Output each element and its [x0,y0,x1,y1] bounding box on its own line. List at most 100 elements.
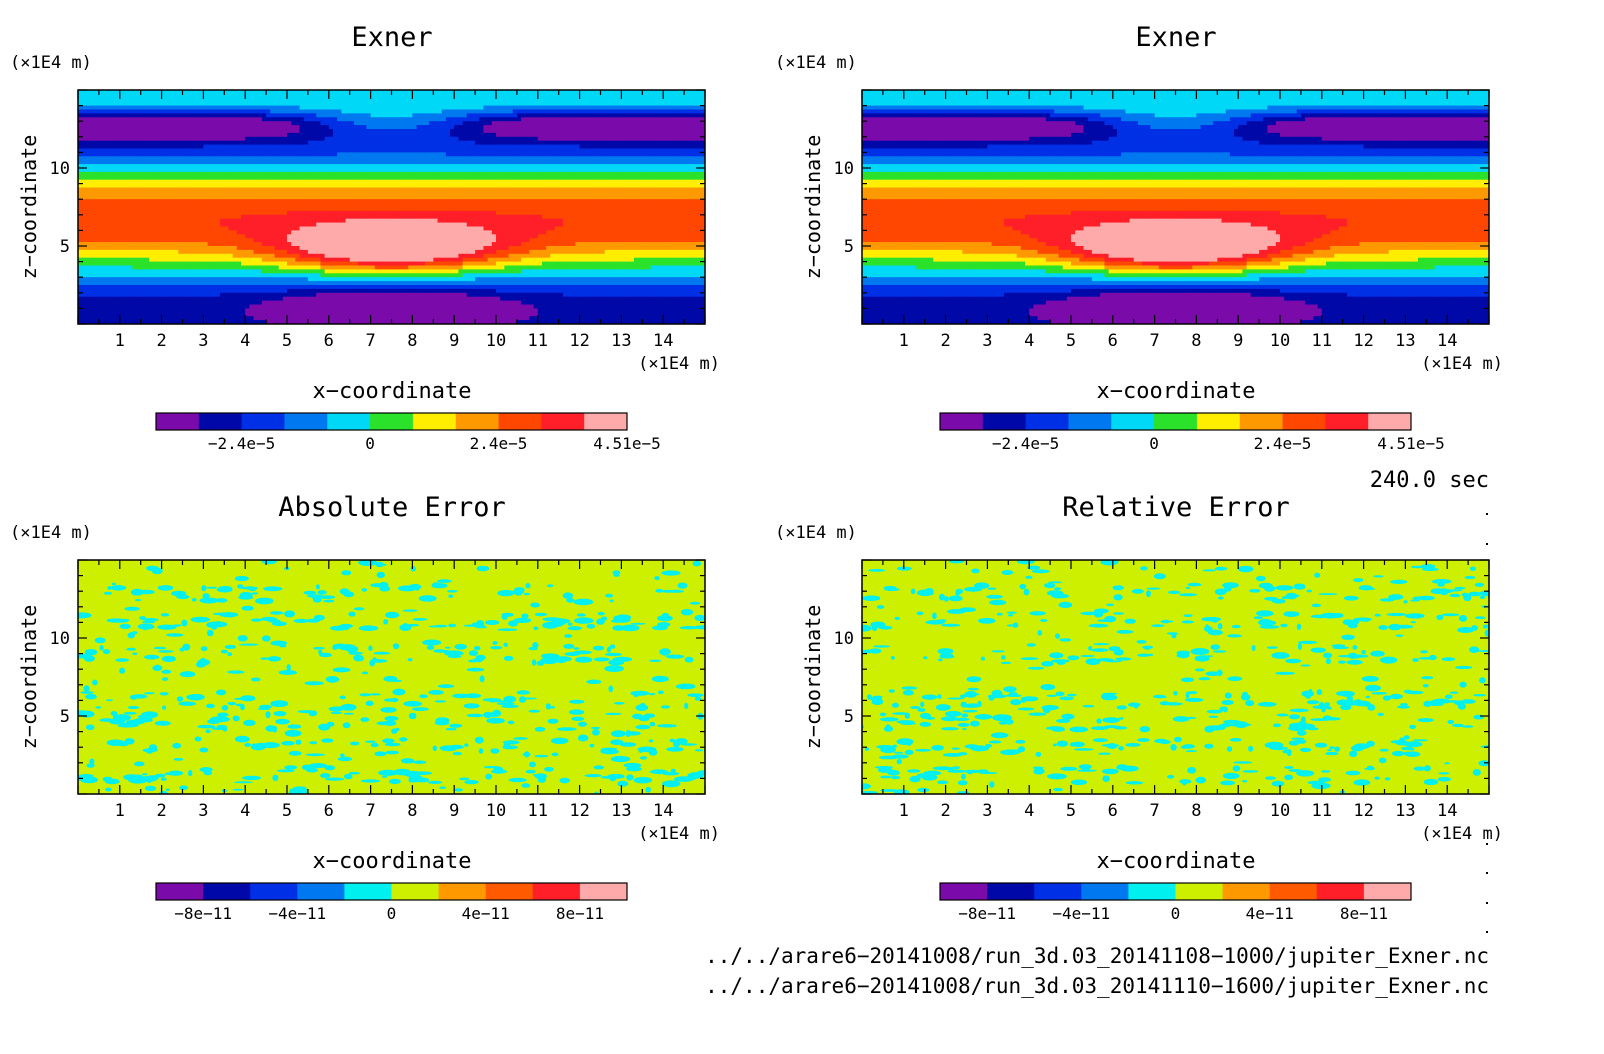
contour-cell [303,168,309,173]
contour-cell [228,121,234,126]
contour-cell [483,132,489,138]
contour-cell [295,121,301,126]
contour-cell [370,152,376,157]
contour-cell [153,175,159,181]
contour-cell [261,168,267,173]
contour-cell [391,109,397,114]
contour-cell [337,203,342,208]
contour-cell [562,171,568,177]
contour-cell [667,148,673,153]
contour-cell [604,183,610,189]
contour-cell [257,90,263,95]
contour-cell [608,129,614,134]
contour-cell [362,113,368,118]
contour-cell [249,109,255,114]
contour-cell [541,156,547,161]
contour-cell [337,117,342,122]
contour-cell [207,175,213,181]
contour-cell [617,101,622,107]
contour-cell [123,210,129,216]
contour-cell [416,117,422,122]
contour-cell [441,129,447,134]
contour-cell [203,152,209,157]
contour-cell [291,109,296,114]
contour-cell [525,191,531,196]
contour-cell [629,207,635,212]
contour-cell [320,203,326,208]
contour-cell [412,117,418,122]
contour-cell [165,125,171,130]
contour-cell [508,183,514,189]
contour-cell [332,148,338,153]
contour-cell [525,113,531,118]
contour-cell [370,195,376,200]
contour-cell [525,214,531,220]
contour-cell [663,101,668,107]
contour-cell [245,214,250,220]
contour-cell [362,109,368,114]
contour-cell [429,199,434,204]
contour-cell [132,132,138,138]
contour-cell [169,164,175,169]
contour-cell [253,203,259,208]
contour-cell [416,90,422,95]
contour-cell [420,101,426,107]
contour-cell [128,207,133,212]
contour-cell [642,113,648,118]
contour-cell [437,113,443,118]
contour-cell [541,164,547,169]
contour-cell [642,152,648,157]
contour-cell [291,160,296,165]
contour-cell [470,152,476,157]
contour-cell [475,168,480,173]
contour-cell [241,156,246,161]
contour-cell [596,156,602,161]
contour-cell [186,179,192,185]
contour-cell [583,129,589,134]
contour-cell [236,191,242,196]
contour-cell [278,179,284,185]
contour-cell [165,207,171,212]
contour-cell [307,164,313,169]
contour-cell [404,168,409,173]
contour-cell [249,183,255,189]
contour-cell [270,195,276,200]
contour-cell [203,156,209,161]
contour-cell [667,132,673,138]
contour-cell [487,175,493,181]
contour-cell [337,187,342,192]
contour-cell [249,203,255,208]
contour-cell [295,210,301,216]
contour-cell [391,101,397,107]
contour-cell [337,125,342,130]
contour-cell [128,140,133,146]
contour-cell [667,179,673,185]
contour-cell [86,129,92,134]
contour-cell [395,156,401,161]
contour-cell [224,179,230,185]
contour-cell [199,168,204,173]
contour-cell [659,168,664,173]
contour-cell [487,191,493,196]
contour-cell [659,160,664,165]
contour-cell [663,171,668,177]
contour-cell [479,101,485,107]
contour-cell [107,97,113,103]
contour-cell [558,210,564,216]
contour-cell [232,214,238,220]
contour-cell [521,179,526,185]
contour-cell [638,175,643,181]
contour-cell [416,160,422,165]
contour-cell [195,125,200,130]
contour-cell [416,136,422,142]
contour-cell [366,152,372,157]
contour-cell [633,97,639,103]
contour-cell [496,109,501,114]
contour-cell [358,152,363,157]
contour-cell [696,105,702,111]
contour-cell [537,97,543,103]
contour-cell [575,164,581,169]
contour-cell [424,164,430,169]
contour-cell [370,144,376,150]
contour-cell [303,207,309,212]
